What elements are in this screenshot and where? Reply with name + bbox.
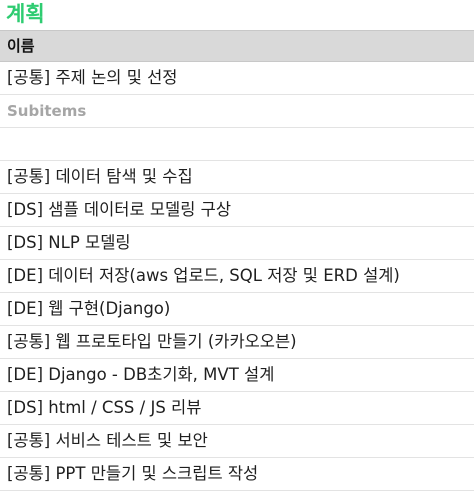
item-row[interactable]: [공통] 웹 프로토타입 만들기 (카카오오븐): [0, 326, 474, 359]
item-row[interactable]: [DS] html / CSS / JS 리뷰: [0, 392, 474, 425]
item-row[interactable]: [DE] Django - DB초기화, MVT 설계: [0, 359, 474, 392]
subitems-label[interactable]: Subitems: [0, 95, 474, 128]
column-header-name[interactable]: 이름: [0, 30, 474, 62]
item-row[interactable]: [DE] 데이터 저장(aws 업로드, SQL 저장 및 ERD 설계): [0, 260, 474, 293]
item-row[interactable]: [공통] 주제 논의 및 선정: [0, 62, 474, 95]
item-row[interactable]: [DS] NLP 모델링: [0, 227, 474, 260]
item-row[interactable]: [공통] 서비스 테스트 및 보안: [0, 425, 474, 458]
group-title[interactable]: 계획: [6, 2, 45, 26]
empty-subitem-row[interactable]: [0, 128, 474, 161]
item-row[interactable]: [공통] 데이터 탐색 및 수집: [0, 161, 474, 194]
item-row[interactable]: [공통] PPT 만들기 및 스크립트 작성: [0, 458, 474, 491]
item-row[interactable]: [DS] 샘플 데이터로 모델링 구상: [0, 194, 474, 227]
item-row[interactable]: [DE] 웹 구현(Django): [0, 293, 474, 326]
